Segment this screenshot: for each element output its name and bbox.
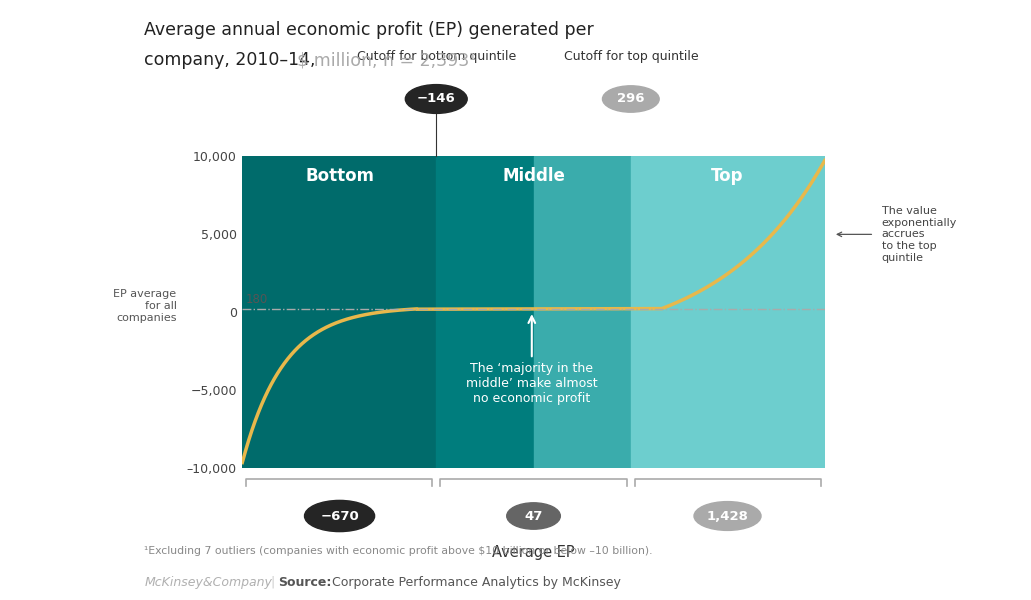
Text: company, 2010–14,: company, 2010–14, [144,51,315,69]
Text: McKinsey&Company: McKinsey&Company [144,576,272,589]
Text: EP average
for all
companies: EP average for all companies [113,289,176,323]
Text: 47: 47 [525,509,542,523]
Text: $ million, n = 2,393¹: $ million, n = 2,393¹ [297,51,476,69]
Text: The value
exponentially
accrues
to the top
quintile: The value exponentially accrues to the t… [882,206,957,263]
Text: −670: −670 [321,509,359,523]
Text: 1,428: 1,428 [706,509,749,523]
Text: Average EP: Average EP [492,545,575,559]
Text: The ‘majority in the
middle’ make almost
no economic profit: The ‘majority in the middle’ make almost… [466,316,598,405]
Text: |: | [270,576,274,589]
Text: Middle: Middle [502,167,565,185]
Text: Corporate Performance Analytics by McKinsey: Corporate Performance Analytics by McKin… [328,576,621,589]
Bar [534,156,631,468]
Text: Top: Top [711,167,743,185]
Text: 296: 296 [618,92,644,106]
Bar [436,156,534,468]
Bar [242,156,436,468]
Text: Cutoff for top quintile: Cutoff for top quintile [564,50,698,63]
Text: Bottom: Bottom [305,167,374,185]
Text: −146: −146 [417,92,456,106]
Text: Average annual economic profit (EP) generated per: Average annual economic profit (EP) gene… [144,21,594,39]
Text: 180: 180 [245,293,267,306]
Text: Cutoff for bottom quintile: Cutoff for bottom quintile [357,50,516,63]
Text: Source:: Source: [278,576,332,589]
Bar [631,156,825,468]
Text: ¹Excluding 7 outliers (companies with economic profit above $10 billion or below: ¹Excluding 7 outliers (companies with ec… [144,546,653,556]
